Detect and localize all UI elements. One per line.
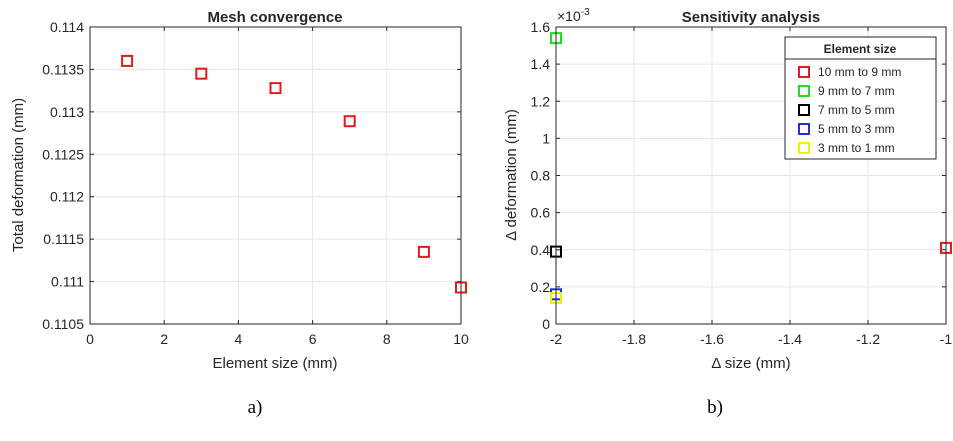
x-tick-label: 0 <box>86 331 94 347</box>
y-tick-label: 0.112 <box>50 189 84 205</box>
legend-marker <box>798 123 810 135</box>
y-tick-label: 0.4 <box>531 242 551 258</box>
legend-label: 5 mm to 3 mm <box>818 122 895 136</box>
y-exponent-power: -3 <box>581 7 590 18</box>
legend-title: Element size <box>824 42 897 56</box>
caption-a: a) <box>248 397 263 418</box>
axes-box <box>555 26 947 325</box>
x-tick-label: 8 <box>383 331 391 347</box>
x-tick-label: -1.8 <box>622 331 646 347</box>
caption-b: b) <box>707 397 723 418</box>
legend: Element size 10 mm to 9 mm 9 mm to 7 mm 7 … <box>784 36 937 160</box>
x-tick-label: 6 <box>309 331 317 347</box>
chart-title: Sensitivity analysis <box>682 9 820 26</box>
data-point <box>269 82 282 95</box>
y-tick-label: 0.1115 <box>43 231 84 247</box>
x-tick-label: -1.4 <box>778 331 802 347</box>
y-axis-label: Total deformation (mm) <box>10 98 27 252</box>
x-tick-label: -1.6 <box>700 331 724 347</box>
chart-title: Mesh convergence <box>207 9 342 26</box>
y-exponent-label: ×10-3 <box>557 7 590 24</box>
x-tick-label: 4 <box>235 331 243 347</box>
y-tick-label: 0.114 <box>50 19 84 35</box>
data-point <box>417 245 430 258</box>
x-tick-label: 10 <box>453 331 469 347</box>
y-tick-label: 0.111 <box>51 274 84 290</box>
y-tick-label: 1.4 <box>531 56 551 72</box>
data-point <box>343 115 356 128</box>
data-points <box>121 54 467 294</box>
tick-labels: 0 2 4 6 8 10 0.1105 0.111 0.1115 0.112 0.1125 0.113… <box>42 19 469 347</box>
y-tick-label: 0.2 <box>531 279 551 295</box>
legend-marker <box>798 104 810 116</box>
legend-label: 7 mm to 5 mm <box>818 103 895 117</box>
y-exponent-base: ×10 <box>557 8 581 24</box>
y-tick-label: 0 <box>542 316 550 332</box>
legend-marker <box>798 85 810 97</box>
y-tick-label: 0.113 <box>50 104 84 120</box>
mesh-convergence-chart: 0 2 4 6 8 10 0.1105 0.111 0.1115 0.112 0.1125 0.113… <box>10 9 469 372</box>
legend-marker <box>798 66 810 78</box>
data-point <box>195 67 208 80</box>
legend-label: 10 mm to 9 mm <box>818 65 901 79</box>
plot-area <box>90 27 461 324</box>
sensitivity-analysis-chart: -2 -1.8 -1.6 -1.4 -1.2 -1 0 0.2 0.4 0.6 0.8 1 1.2 1.4… <box>503 7 952 372</box>
x-axis-label: Δ size (mm) <box>711 355 790 372</box>
y-tick-label: 1 <box>542 130 550 146</box>
y-axis-label: Δ deformation (mm) <box>503 109 520 241</box>
x-axis-label: Element size (mm) <box>212 355 337 372</box>
legend-label: 9 mm to 7 mm <box>818 84 895 98</box>
x-tick-label: 2 <box>160 331 168 347</box>
legend-items: 10 mm to 9 mm 9 mm to 7 mm 7 mm to 5 mm 5 m… <box>798 65 901 155</box>
y-tick-label: 0.1105 <box>42 316 84 332</box>
y-tick-label: 0.8 <box>531 168 551 184</box>
x-tick-label: -1.2 <box>856 331 880 347</box>
y-tick-label: 0.1125 <box>42 146 84 162</box>
data-point <box>121 54 134 67</box>
y-tick-label: 0.6 <box>531 205 551 221</box>
y-tick-label: 1.6 <box>531 19 551 35</box>
legend-box <box>784 36 937 160</box>
legend-label: 3 mm to 1 mm <box>818 141 895 155</box>
legend-marker <box>798 142 810 154</box>
x-tick-label: -1 <box>940 331 953 347</box>
y-tick-label: 1.2 <box>531 93 551 109</box>
y-tick-label: 0.1135 <box>42 61 84 77</box>
x-tick-label: -2 <box>550 331 563 347</box>
axes-box <box>89 26 462 325</box>
